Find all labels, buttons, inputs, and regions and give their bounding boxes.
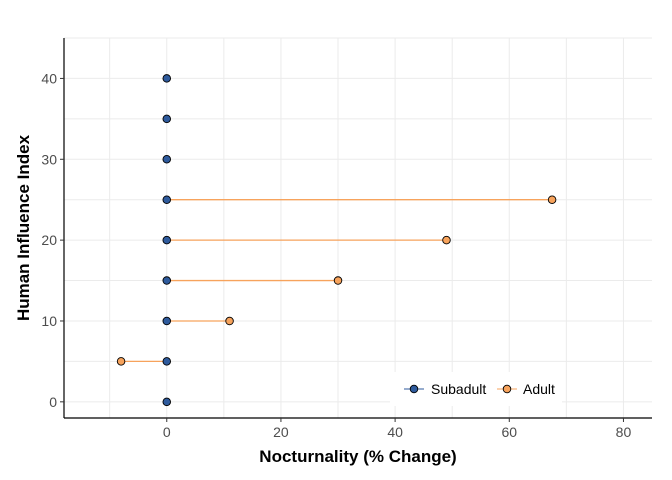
subadult-point xyxy=(162,316,172,326)
adult-point xyxy=(333,276,343,285)
data-points xyxy=(116,74,557,407)
y-tick-label: 40 xyxy=(41,70,57,86)
legend-key-subadult-dot xyxy=(409,384,419,394)
adult-point xyxy=(225,316,234,326)
subadult-point xyxy=(162,276,172,285)
legend: Subadult Adult xyxy=(390,372,562,406)
tick-labels: 0 20 40 60 80 0 10 20 30 40 xyxy=(41,70,631,440)
subadult-point xyxy=(162,235,172,245)
legend-key-adult-dot xyxy=(502,384,512,394)
adult-point xyxy=(442,235,451,245)
y-axis-title: Human Influence Index xyxy=(14,134,33,321)
subadult-point xyxy=(162,397,172,407)
subadult-point xyxy=(162,114,172,124)
y-tick-label: 0 xyxy=(49,394,57,410)
axes xyxy=(60,38,652,422)
legend-label-subadult: Subadult xyxy=(431,381,486,397)
y-tick-label: 10 xyxy=(41,313,57,329)
adult-point xyxy=(116,357,126,366)
x-axis-title: Nocturnality (% Change) xyxy=(259,447,456,466)
x-tick-label: 80 xyxy=(616,424,632,440)
subadult-point xyxy=(162,74,172,83)
y-tick-label: 20 xyxy=(41,232,57,248)
adult-point xyxy=(547,195,557,204)
x-tick-label: 0 xyxy=(163,424,171,440)
x-tick-label: 60 xyxy=(501,424,517,440)
subadult-point xyxy=(162,195,172,204)
y-tick-label: 30 xyxy=(41,151,57,167)
x-tick-label: 40 xyxy=(387,424,403,440)
x-tick-label: 20 xyxy=(273,424,289,440)
subadult-point xyxy=(162,357,172,366)
segments xyxy=(121,199,553,363)
legend-label-adult: Adult xyxy=(523,381,555,397)
subadult-point xyxy=(162,155,172,164)
